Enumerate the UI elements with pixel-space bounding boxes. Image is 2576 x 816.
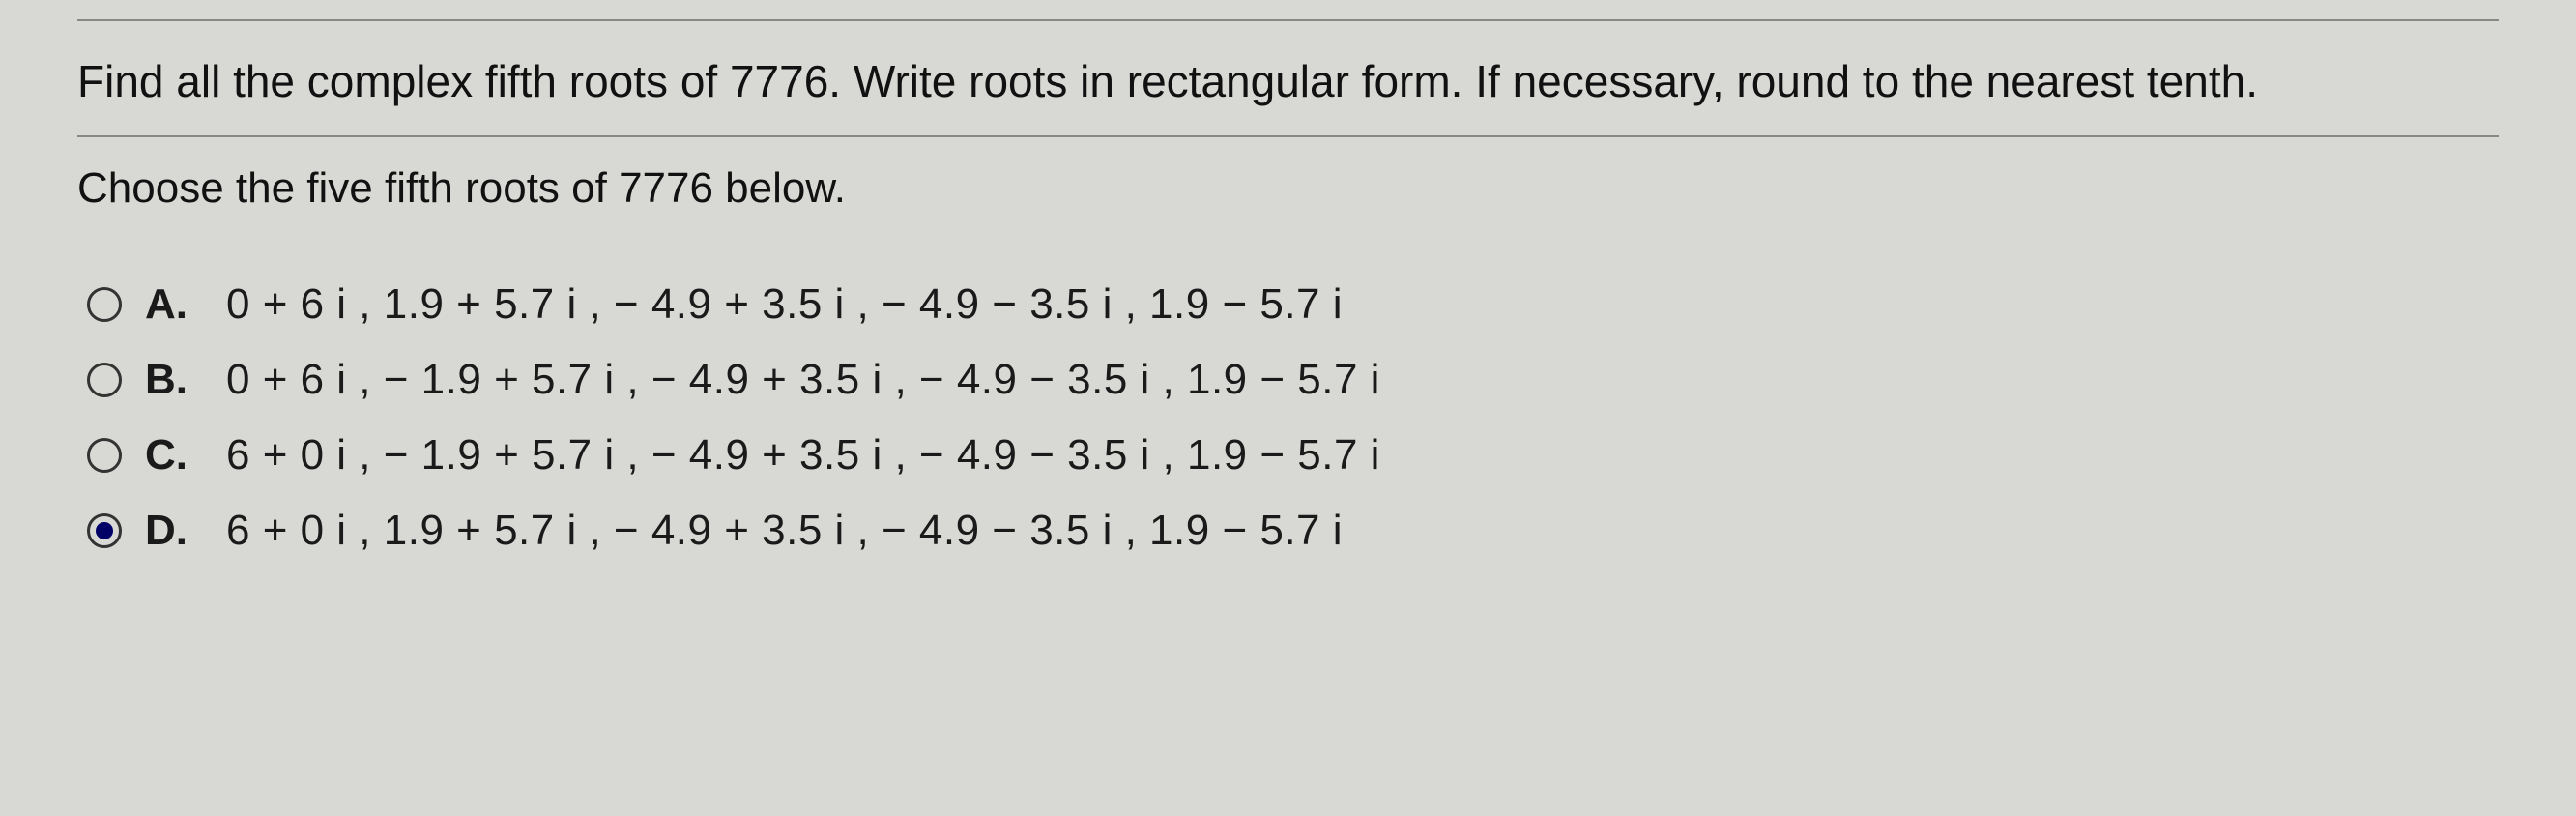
option-b[interactable]: B. 0 + 6 i , − 1.9 + 5.7 i , − 4.9 + 3.5… <box>87 342 2499 418</box>
radio-c[interactable] <box>87 438 122 473</box>
question-text: Find all the complex fifth roots of 7776… <box>77 21 2499 135</box>
option-a[interactable]: A. 0 + 6 i , 1.9 + 5.7 i , − 4.9 + 3.5 i… <box>87 267 2499 342</box>
option-letter: B. <box>145 356 203 404</box>
options-group: A. 0 + 6 i , 1.9 + 5.7 i , − 4.9 + 3.5 i… <box>77 267 2499 568</box>
option-text: 6 + 0 i , 1.9 + 5.7 i , − 4.9 + 3.5 i , … <box>226 507 1343 555</box>
radio-b[interactable] <box>87 363 122 397</box>
subprompt-text: Choose the five fifth roots of 7776 belo… <box>77 137 2499 267</box>
option-letter: C. <box>145 431 203 480</box>
option-d[interactable]: D. 6 + 0 i , 1.9 + 5.7 i , − 4.9 + 3.5 i… <box>87 493 2499 568</box>
question-page: Find all the complex fifth roots of 7776… <box>0 0 2576 607</box>
option-letter: A. <box>145 280 203 329</box>
option-text: 0 + 6 i , − 1.9 + 5.7 i , − 4.9 + 3.5 i … <box>226 356 1380 404</box>
option-letter: D. <box>145 507 203 555</box>
radio-a[interactable] <box>87 287 122 322</box>
option-text: 0 + 6 i , 1.9 + 5.7 i , − 4.9 + 3.5 i , … <box>226 280 1343 329</box>
option-text: 6 + 0 i , − 1.9 + 5.7 i , − 4.9 + 3.5 i … <box>226 431 1380 480</box>
radio-d[interactable] <box>87 513 122 548</box>
option-c[interactable]: C. 6 + 0 i , − 1.9 + 5.7 i , − 4.9 + 3.5… <box>87 418 2499 493</box>
